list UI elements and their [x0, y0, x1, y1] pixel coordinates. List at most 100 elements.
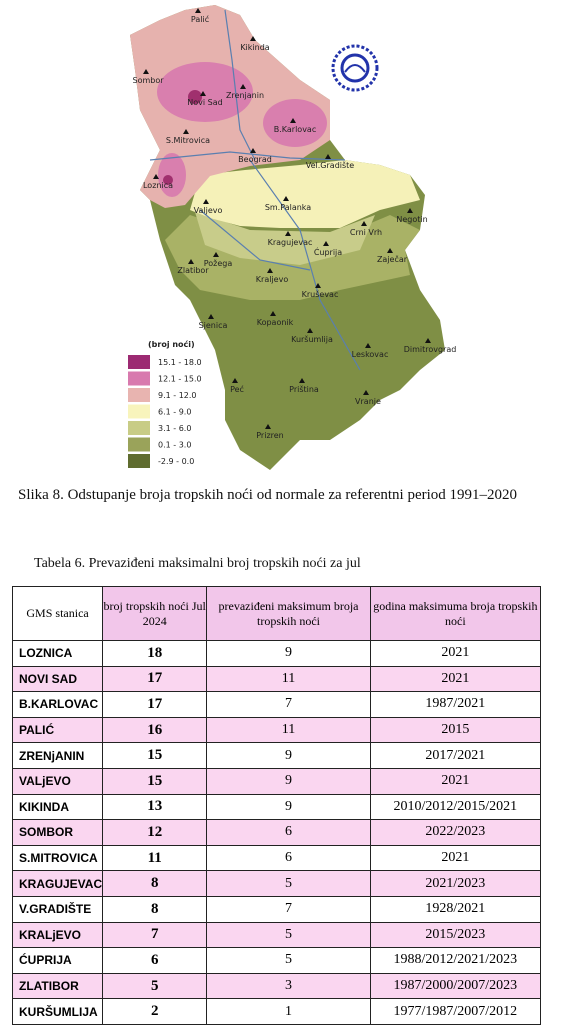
table-cell: 2021 [369, 767, 542, 795]
legend-title: (broj noći) [148, 339, 195, 349]
legend-swatch [128, 404, 150, 419]
figure-caption: Slika 8. Odstupanje broja tropskih noći … [18, 487, 518, 503]
table-cell: ĆUPRIJA [11, 947, 104, 974]
city-label: Zlatibor [177, 266, 209, 275]
city-marker [361, 221, 367, 226]
city-label: Novi Sad [187, 98, 222, 107]
city-marker [213, 252, 219, 257]
table-cell: KIKINDA [11, 793, 104, 821]
table-row: LOZNICA 18 9 2021 [11, 640, 542, 667]
map-region [158, 153, 186, 197]
table-cell: 5 [206, 947, 371, 974]
table-cell: 5 [206, 921, 371, 949]
city-marker [203, 199, 209, 204]
table-cell: 7 [206, 895, 371, 923]
city-marker [267, 268, 273, 273]
city-label: Sm.Palanka [265, 203, 311, 212]
table-cell: V.GRADIŠTE [11, 895, 104, 923]
table-cell: 17 [102, 665, 208, 693]
table-cell: 1987/2021 [369, 691, 542, 718]
map-region [195, 212, 375, 265]
city-label: Peć [230, 384, 244, 394]
map-region [157, 62, 253, 122]
city-marker [270, 311, 276, 316]
city-marker [153, 174, 159, 179]
map-region [190, 160, 420, 228]
table-cell: 1928/2021 [369, 895, 542, 923]
city-label: Kuršumlija [291, 334, 333, 344]
city-marker [425, 338, 431, 343]
table-cell: 11 [206, 716, 371, 744]
table-row: KURŠUMLIJA 2 1 1977/1987/2007/2012 [11, 998, 542, 1025]
data-table: GMS stanica broj tropskih noći Jul 2024 pr… [11, 586, 542, 1025]
legend-swatch [128, 355, 150, 369]
table-cell: KRAGUJEVAC [11, 870, 104, 897]
table-cell: 6 [206, 819, 371, 846]
city-marker [195, 8, 201, 13]
city-label: Beograd [238, 155, 272, 164]
city-label: Priština [289, 384, 319, 394]
legend-label: -2.9 - 0.0 [158, 457, 194, 466]
table-row: PALIĆ 16 11 2015 [11, 716, 542, 744]
city-marker [315, 283, 321, 288]
city-marker [143, 69, 149, 74]
table-row: NOVI SAD 17 11 2021 [11, 665, 542, 693]
city-marker [240, 84, 246, 89]
city-marker [200, 91, 206, 96]
table-cell: 2010/2012/2015/2021 [369, 793, 542, 821]
city-label: Vel.Gradište [306, 160, 355, 170]
table-cell: PALIĆ [11, 716, 104, 744]
header-cell: GMS stanica [11, 586, 104, 641]
city-marker [387, 248, 393, 253]
table-cell: 11 [206, 665, 371, 693]
table-cell: 1988/2012/2021/2023 [369, 947, 542, 974]
table-cell: 5 [102, 972, 208, 1000]
logo [331, 44, 379, 92]
table-cell: 15 [102, 767, 208, 795]
city-marker [250, 36, 256, 41]
table-cell: 2015 [369, 716, 542, 744]
table-cell: VALjEVO [11, 767, 104, 795]
city-marker [188, 259, 194, 264]
city-marker [283, 196, 289, 201]
header-cell: prevaziđeni maksimum broja tropskih noći [206, 586, 371, 641]
river [149, 9, 361, 371]
city-marker [363, 390, 369, 395]
table-cell: 6 [102, 947, 208, 974]
city-label: Valjevo [194, 206, 223, 215]
table-cell: 2017/2021 [369, 742, 542, 769]
table-cell: 2021 [369, 640, 542, 667]
table-cell: 13 [102, 793, 208, 821]
table-cell: 2021/2023 [369, 870, 542, 897]
table-cell: ZRENjANIN [11, 742, 104, 769]
table-cell: 7 [206, 691, 371, 718]
table-cell: 15 [102, 742, 208, 769]
city-marker [325, 154, 331, 159]
city-marker [250, 148, 256, 153]
table-cell: KRALjEVO [11, 921, 104, 949]
city-marker [307, 328, 313, 333]
table-cell: B.KARLOVAC [11, 691, 104, 718]
map-region [188, 90, 202, 104]
legend-label: 9.1 - 12.0 [158, 391, 197, 400]
map: Palić Sombor Kikinda Novi Sad Zrenjanin B.Kar… [128, 5, 456, 470]
table-cell: ZLATIBOR [11, 972, 104, 1000]
header-cell: broj tropskih noći Jul 2024 [102, 586, 208, 641]
city-label: Loznica [143, 181, 173, 190]
table-cell: 16 [102, 716, 208, 744]
table-cell: 12 [102, 819, 208, 846]
table-cell: KURŠUMLIJA [11, 998, 104, 1025]
city-marker [232, 378, 238, 383]
table-cell: 2015/2023 [369, 921, 542, 949]
city-label: Sjenica [199, 321, 228, 330]
table-cell: 9 [206, 793, 371, 821]
city-marker [299, 378, 305, 383]
table-cell: 2 [102, 998, 208, 1025]
table-cell: 9 [206, 742, 371, 769]
table-cell: 3 [206, 972, 371, 1000]
table-cell: 5 [206, 870, 371, 897]
city-label: Zaječar [377, 254, 408, 264]
table-cell: 18 [102, 640, 208, 667]
table-row: KRALjEVO 7 5 2015/2023 [11, 921, 542, 949]
city-label: Zrenjanin [226, 91, 264, 100]
